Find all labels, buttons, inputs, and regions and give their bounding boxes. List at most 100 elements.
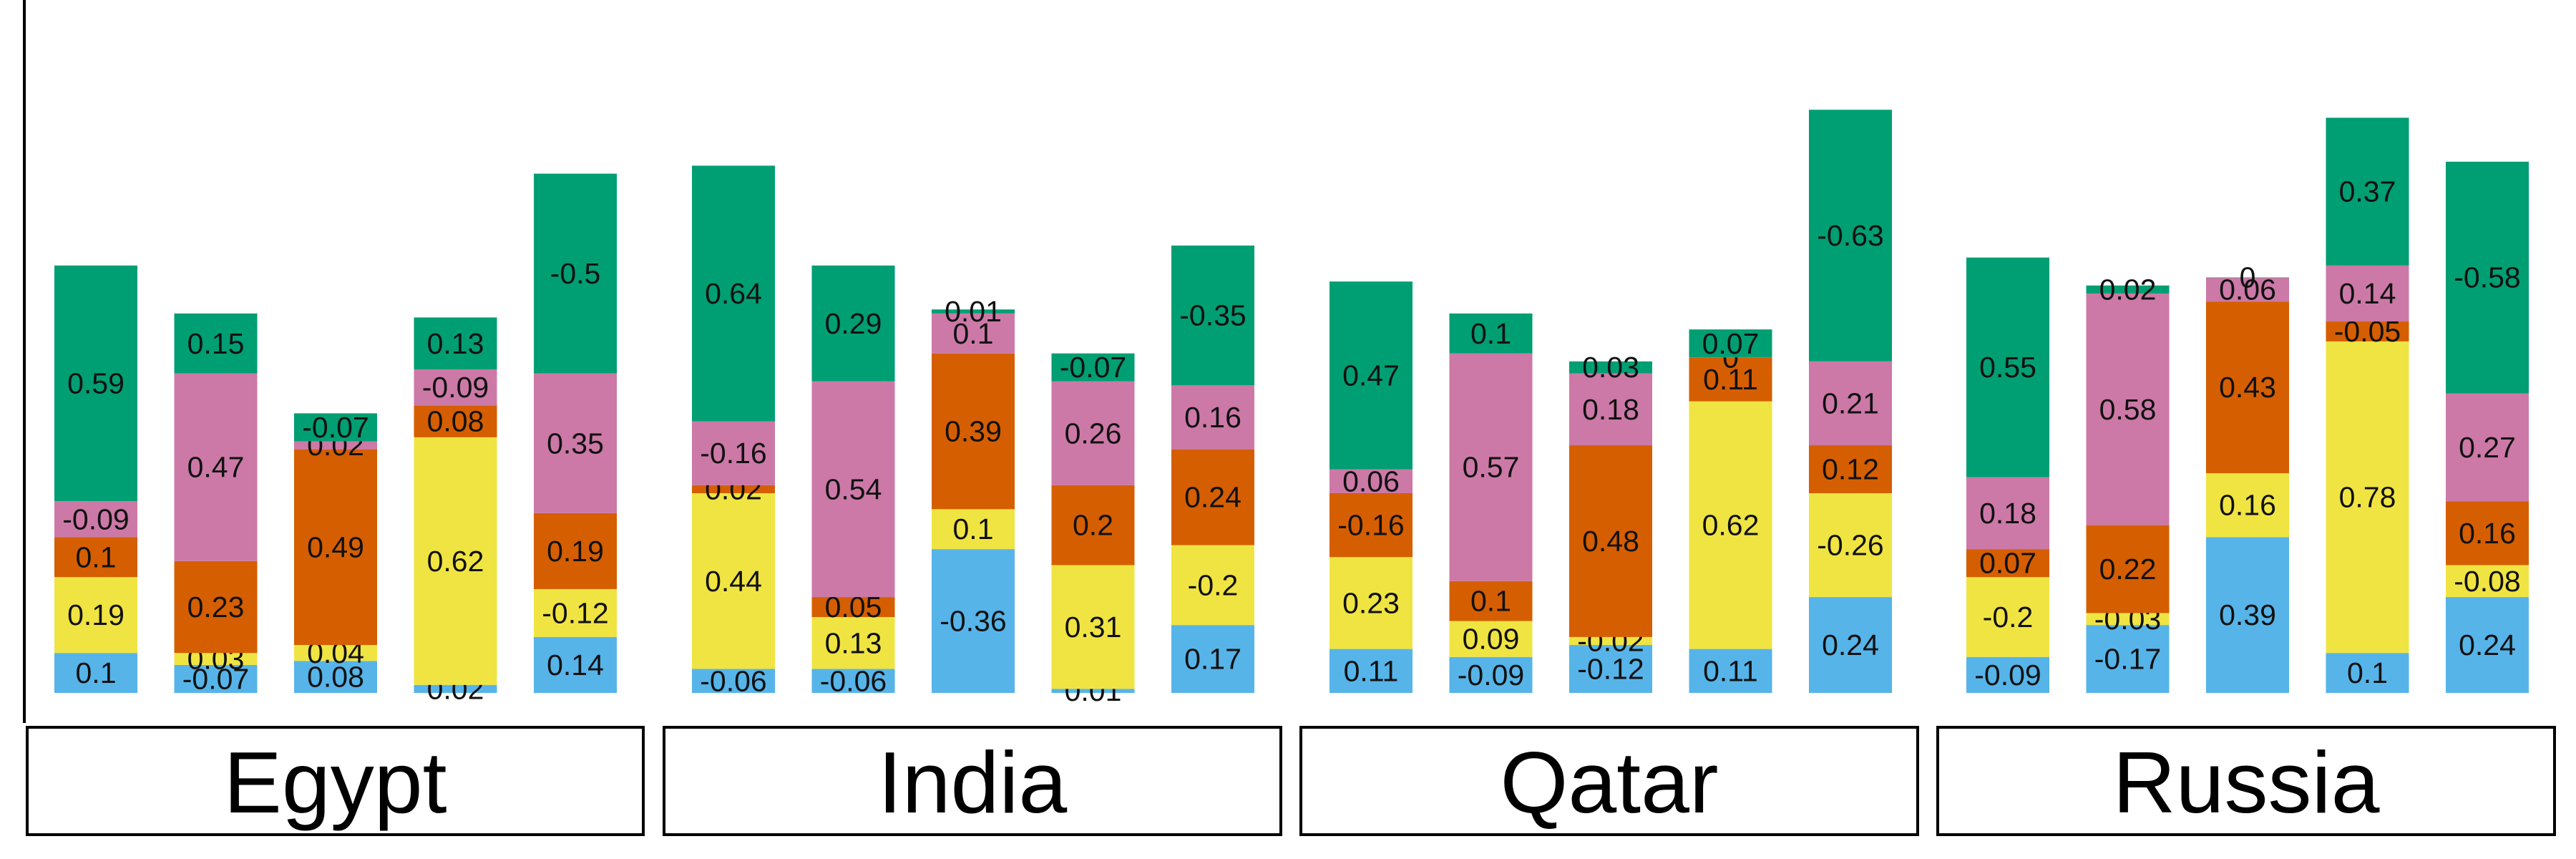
bar-segment [692,165,775,422]
data-label: 0.18 [1979,497,2036,530]
data-label: 0.06 [1342,465,1400,498]
data-label: 0.07 [1979,547,2036,580]
bar-segment [1689,357,1772,358]
bar-segment [2206,277,2289,302]
data-label: -0.09 [1458,659,1524,691]
bar-segment [54,537,137,578]
bar-india-1: -0.060.440.02-0.160.64 [692,165,775,697]
group-label-box [26,726,645,836]
bar-russia-5: 0.24 -0.08 0.16 0.27 -0.58 [2446,161,2529,693]
data-label: 0.24 [2459,629,2516,661]
data-label: 0.62 [1702,509,1760,542]
bar-segment [1809,445,1892,493]
bar-egypt-3: 0.080.040.490.02-0.07 [294,411,377,694]
data-label: 0.21 [1822,387,1879,419]
data-label: 0.01 [945,295,1002,328]
bar-segment [1689,329,1772,358]
bar-segment [1966,656,2049,693]
bar-segment [2446,393,2529,502]
bar-segment [2326,341,2409,654]
group-label-box [1936,726,2556,836]
data-label: 0.35 [547,427,604,460]
data-label: 0.1 [76,540,117,573]
bar-segment [534,373,617,513]
bar-segment [2206,301,2289,474]
bar-segment [414,684,497,693]
data-label: 0.47 [1342,359,1400,392]
bar-segment [1449,581,1533,621]
data-label: -0.16 [1337,509,1404,542]
bar-segment [414,369,497,406]
bar-segment [692,669,775,693]
data-label: -0.06 [820,664,887,697]
data-label: 0.24 [1822,629,1879,661]
data-label: 0.37 [2339,175,2396,208]
bar-segment [1966,549,2049,578]
data-label: 0.18 [1582,393,1639,426]
bar-segment [1330,281,1413,470]
data-label: 0.02 [2099,273,2157,306]
data-label: 0.08 [427,405,484,438]
bar-segment [54,653,137,693]
data-label: 0.08 [307,661,364,694]
data-label: 0.17 [1184,643,1241,676]
group-label-box [1299,726,1919,836]
bar-segment [294,661,377,693]
bar-segment [1330,493,1413,558]
data-label: -0.63 [1817,219,1883,252]
bar-segment [2086,625,2170,693]
data-label: -0.2 [1983,601,2034,634]
bar-segment [2086,613,2170,626]
bar-segment [692,421,775,485]
bar-segment [174,373,258,561]
data-label: 0.13 [427,327,484,360]
bar-india-3: -0.360.10.390.10.01 [932,295,1015,693]
data-label: 0.57 [1463,451,1520,484]
data-label: 0.06 [2219,273,2276,306]
data-label: 0.16 [2219,489,2276,522]
data-label: 0.48 [1582,525,1639,558]
bar-segment [2086,525,2170,613]
data-label: -0.5 [550,257,601,290]
bar-segment [1809,493,1892,598]
data-label: 0.11 [1344,654,1399,687]
data-label: 0.1 [76,656,117,689]
data-label: 0.19 [547,535,604,568]
group-label-box [663,726,1282,836]
data-label: -0.16 [700,437,766,470]
data-label: 0.16 [1184,401,1241,434]
data-label: 0.59 [67,367,125,400]
bar-segment [692,493,775,669]
bar-segment [414,437,497,685]
bar-segment [811,265,895,382]
data-label: -0.12 [1577,653,1644,686]
bar-russia-3: 0.39 0.16 0.43 0.060 [2206,261,2289,693]
bar-segment [811,597,895,617]
bar-segment [1569,361,1652,374]
data-label: 0.09 [1463,623,1520,656]
bar-segment [534,173,617,374]
bar-segment [932,549,1015,693]
bar-segment [294,449,377,646]
data-label: 0.62 [427,545,484,578]
data-label: 0.1 [1470,317,1511,350]
data-label: 0.43 [2219,371,2276,404]
bar-egypt-2: -0.070.030.230.470.15 [174,313,258,695]
data-label: -0.09 [62,503,129,535]
group-label-qatar: Qatar [1500,734,1718,831]
bar-segment [1966,257,2049,477]
data-label: -0.36 [940,605,1006,638]
bar-russia-4: 0.10.78-0.050.140.37 [2326,117,2409,693]
data-label: 0.29 [825,307,882,340]
bar-segment [692,485,775,493]
bar-segment [1689,649,1772,693]
data-label: -0.07 [182,662,249,695]
group-labels: Egypt India Qatar Russia [26,726,2556,836]
bar-segment [2446,565,2529,598]
bar-qatar-2: -0.090.09 0.1 0.57 0.1 [1449,313,1533,693]
bar-segment [1449,621,1533,657]
data-label: 0.11 [1703,363,1758,396]
data-label: 0.23 [187,591,245,623]
